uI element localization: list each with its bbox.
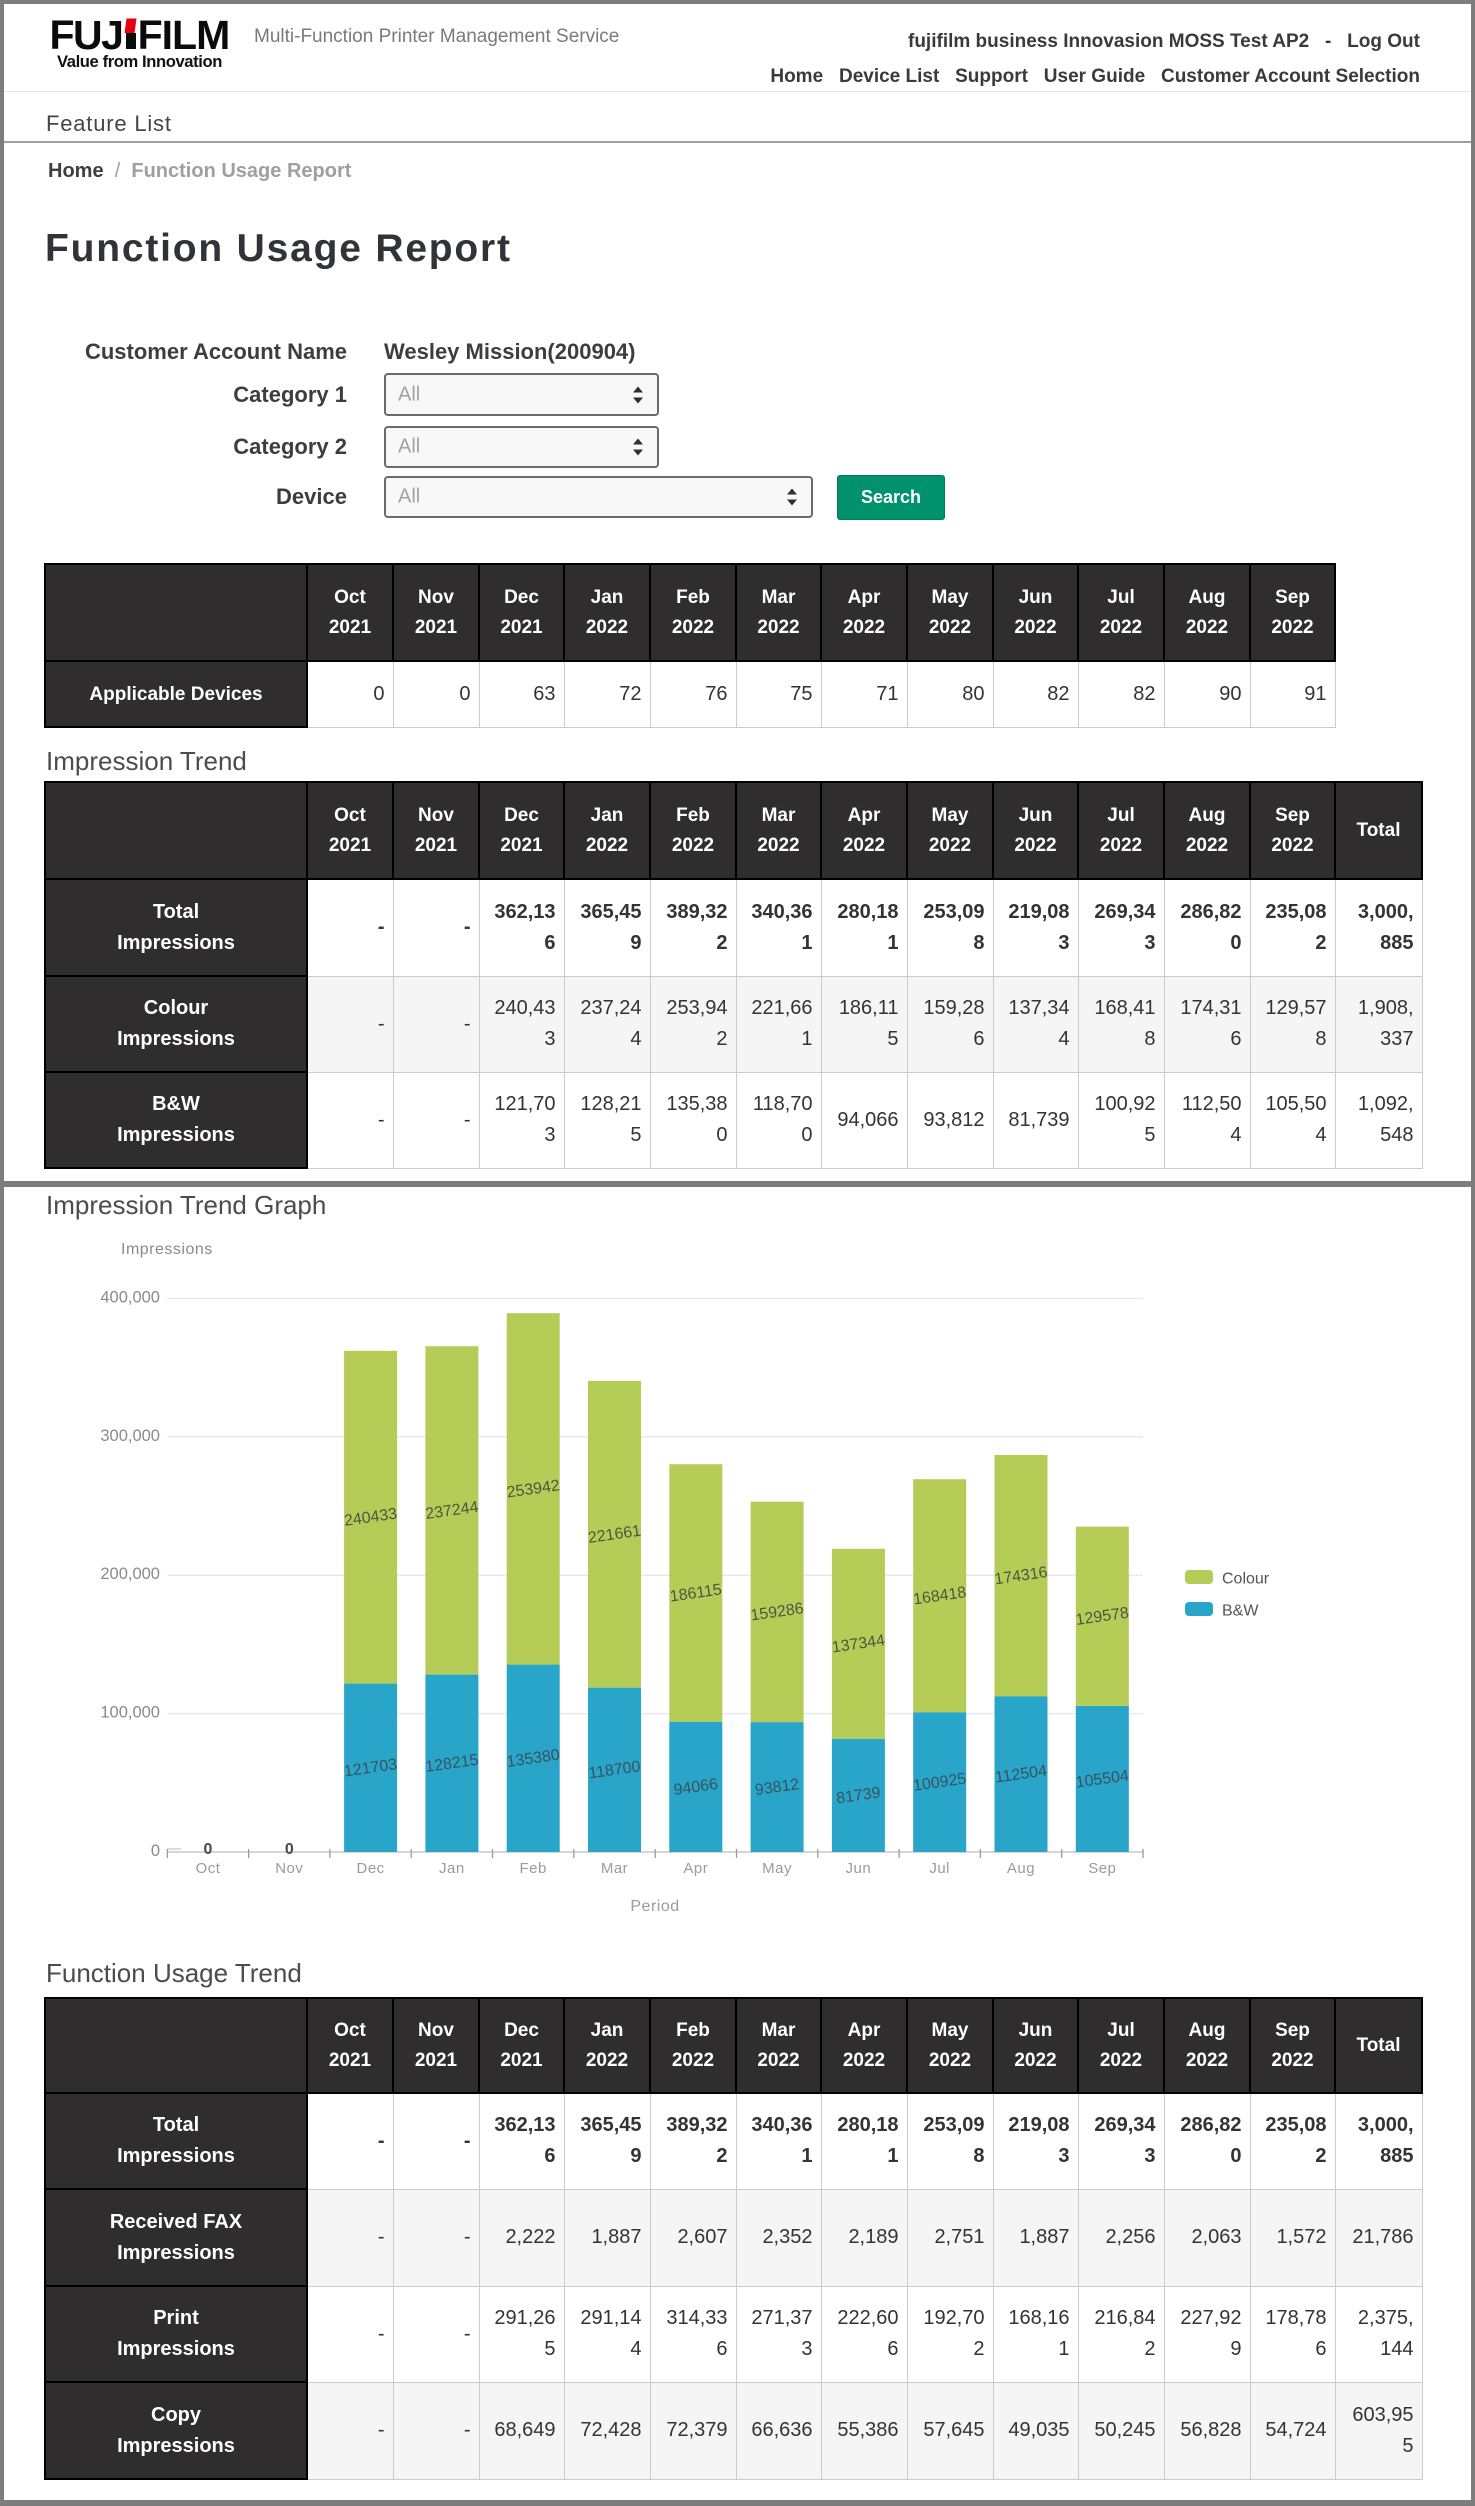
svg-text:Period: Period — [630, 1898, 679, 1915]
svg-text:94066: 94066 — [673, 1776, 720, 1799]
svg-text:0: 0 — [151, 1842, 160, 1860]
svg-text:93812: 93812 — [754, 1776, 801, 1799]
svg-text:300,000: 300,000 — [100, 1427, 160, 1445]
svg-text:May: May — [762, 1860, 792, 1877]
svg-text:FUJ: FUJ — [50, 12, 123, 58]
svg-text:400,000: 400,000 — [100, 1288, 160, 1306]
svg-text:Aug: Aug — [1007, 1860, 1035, 1877]
svg-text:B&W: B&W — [1222, 1603, 1259, 1620]
svg-text:Apr: Apr — [683, 1860, 708, 1877]
svg-text:Feb: Feb — [520, 1860, 547, 1877]
svg-text:Oct: Oct — [196, 1860, 221, 1877]
svg-text:100,000: 100,000 — [100, 1704, 160, 1722]
svg-text:Nov: Nov — [275, 1860, 303, 1877]
svg-text:Sep: Sep — [1088, 1860, 1116, 1877]
svg-text:Mar: Mar — [601, 1860, 628, 1877]
svg-text:200,000: 200,000 — [100, 1565, 160, 1583]
svg-text:Jul: Jul — [929, 1860, 950, 1877]
svg-text:Value from Innovation: Value from Innovation — [57, 52, 222, 71]
svg-text:Dec: Dec — [357, 1860, 385, 1877]
svg-text:Jun: Jun — [846, 1860, 872, 1877]
svg-text:Impressions: Impressions — [121, 1241, 213, 1258]
svg-text:0: 0 — [204, 1841, 213, 1858]
svg-text:81739: 81739 — [835, 1784, 882, 1807]
svg-text:Colour: Colour — [1222, 1571, 1270, 1588]
svg-text:0: 0 — [285, 1841, 294, 1858]
svg-text:FILM: FILM — [138, 12, 230, 58]
svg-text:Jan: Jan — [439, 1860, 465, 1877]
